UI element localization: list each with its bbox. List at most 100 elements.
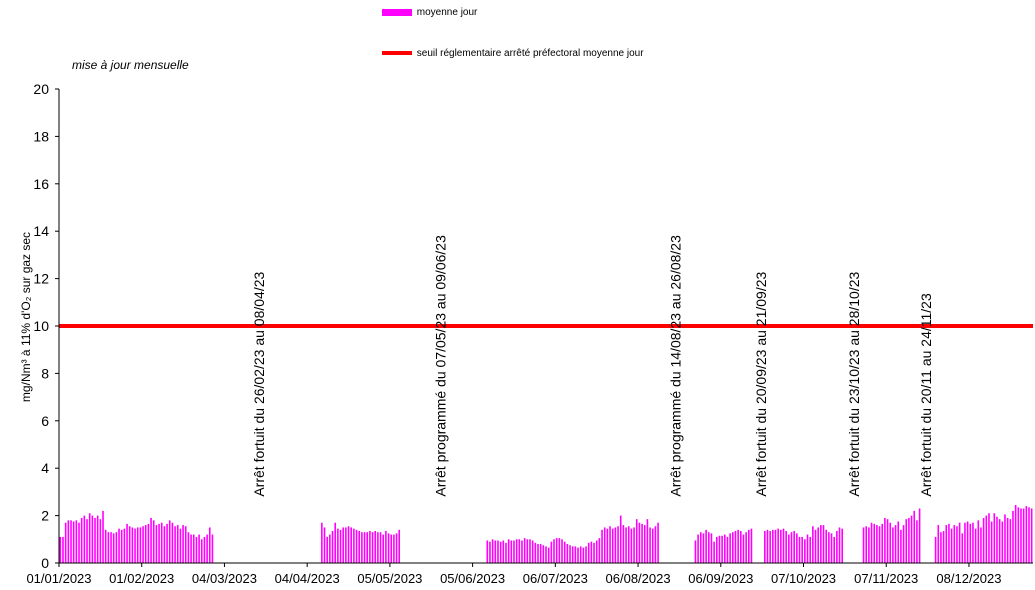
bar	[91, 515, 94, 563]
bar	[715, 536, 718, 563]
y-tick-label: 20	[33, 81, 49, 97]
bar	[577, 547, 579, 563]
bar	[99, 519, 102, 563]
bar	[825, 529, 827, 563]
bar	[980, 527, 982, 563]
bar	[892, 527, 894, 563]
bar	[550, 541, 553, 563]
y-tick-label: 10	[33, 318, 49, 334]
bar	[62, 536, 64, 563]
bar	[361, 532, 363, 563]
bar	[702, 533, 705, 564]
bar	[515, 539, 518, 563]
annotations-group: Arrêt fortuit du 26/02/23 au 08/04/23 Arr…	[251, 235, 934, 497]
bar	[571, 546, 574, 563]
bar	[321, 522, 323, 563]
bar	[627, 526, 630, 563]
bar	[1004, 514, 1006, 563]
bar	[633, 527, 635, 563]
bar	[729, 533, 731, 564]
x-tick-label: 04/04/2023	[275, 571, 340, 586]
bar	[553, 539, 555, 563]
legend-item-moyenne-jour: moyenne jour	[382, 7, 477, 18]
bar	[555, 538, 558, 563]
annotation-label: Arrêt programmé du 14/08/23 au 26/08/23	[667, 235, 683, 497]
bar	[166, 523, 168, 563]
bar	[836, 531, 838, 563]
bar	[710, 533, 713, 564]
bar	[643, 525, 646, 563]
bar	[363, 532, 366, 563]
bar	[184, 526, 187, 563]
bar	[126, 523, 128, 563]
bar	[358, 531, 360, 563]
bar	[972, 522, 974, 563]
bar	[86, 519, 88, 563]
bar	[870, 522, 873, 563]
bar	[1017, 507, 1020, 563]
bar	[326, 536, 328, 563]
bar	[817, 527, 819, 563]
bar	[801, 536, 803, 563]
bar	[398, 529, 401, 563]
bar	[982, 517, 985, 563]
bar	[873, 523, 876, 563]
bar	[539, 544, 542, 563]
bar	[585, 546, 587, 563]
bar	[160, 522, 163, 563]
bar	[766, 529, 769, 563]
bar	[833, 536, 835, 563]
bar	[139, 527, 142, 563]
bar	[905, 519, 908, 563]
bar	[780, 529, 782, 563]
bar	[598, 538, 601, 563]
y-tick-label: 8	[41, 365, 49, 381]
bar	[582, 547, 585, 563]
bar	[206, 534, 208, 563]
bar	[574, 546, 577, 563]
bar	[790, 532, 793, 563]
x-tick-label: 04/03/2023	[192, 571, 257, 586]
bar	[331, 531, 334, 563]
bar	[617, 526, 619, 563]
bar	[115, 532, 118, 563]
bar	[379, 532, 382, 563]
bar	[902, 525, 905, 563]
bar	[785, 531, 787, 563]
bar	[192, 534, 195, 563]
bar	[641, 523, 643, 563]
bar	[841, 528, 843, 563]
bar	[782, 528, 785, 563]
bar	[651, 528, 654, 563]
bar	[830, 533, 833, 564]
bar	[961, 533, 964, 564]
bar	[521, 540, 523, 563]
bar	[862, 527, 865, 563]
annotation-label: Arrêt fortuit du 26/02/23 au 08/04/23	[251, 271, 267, 496]
bar	[953, 525, 956, 563]
bar	[208, 527, 211, 563]
bar	[155, 525, 158, 563]
bar	[345, 527, 347, 563]
bar	[587, 542, 590, 563]
bar	[1001, 521, 1004, 563]
bar	[713, 541, 715, 563]
bar	[910, 515, 913, 563]
bar	[355, 529, 358, 563]
bar	[526, 539, 529, 563]
bar	[950, 528, 953, 563]
bar	[897, 521, 900, 563]
bar	[1028, 507, 1030, 563]
bar	[163, 526, 166, 563]
bar	[886, 519, 889, 563]
bar	[537, 544, 539, 563]
bar	[942, 531, 945, 563]
bar	[1025, 506, 1028, 563]
bar	[502, 540, 505, 563]
bar	[547, 547, 550, 563]
bar	[104, 529, 107, 563]
bar	[123, 528, 126, 563]
bar	[374, 531, 377, 563]
bar	[998, 519, 1001, 563]
